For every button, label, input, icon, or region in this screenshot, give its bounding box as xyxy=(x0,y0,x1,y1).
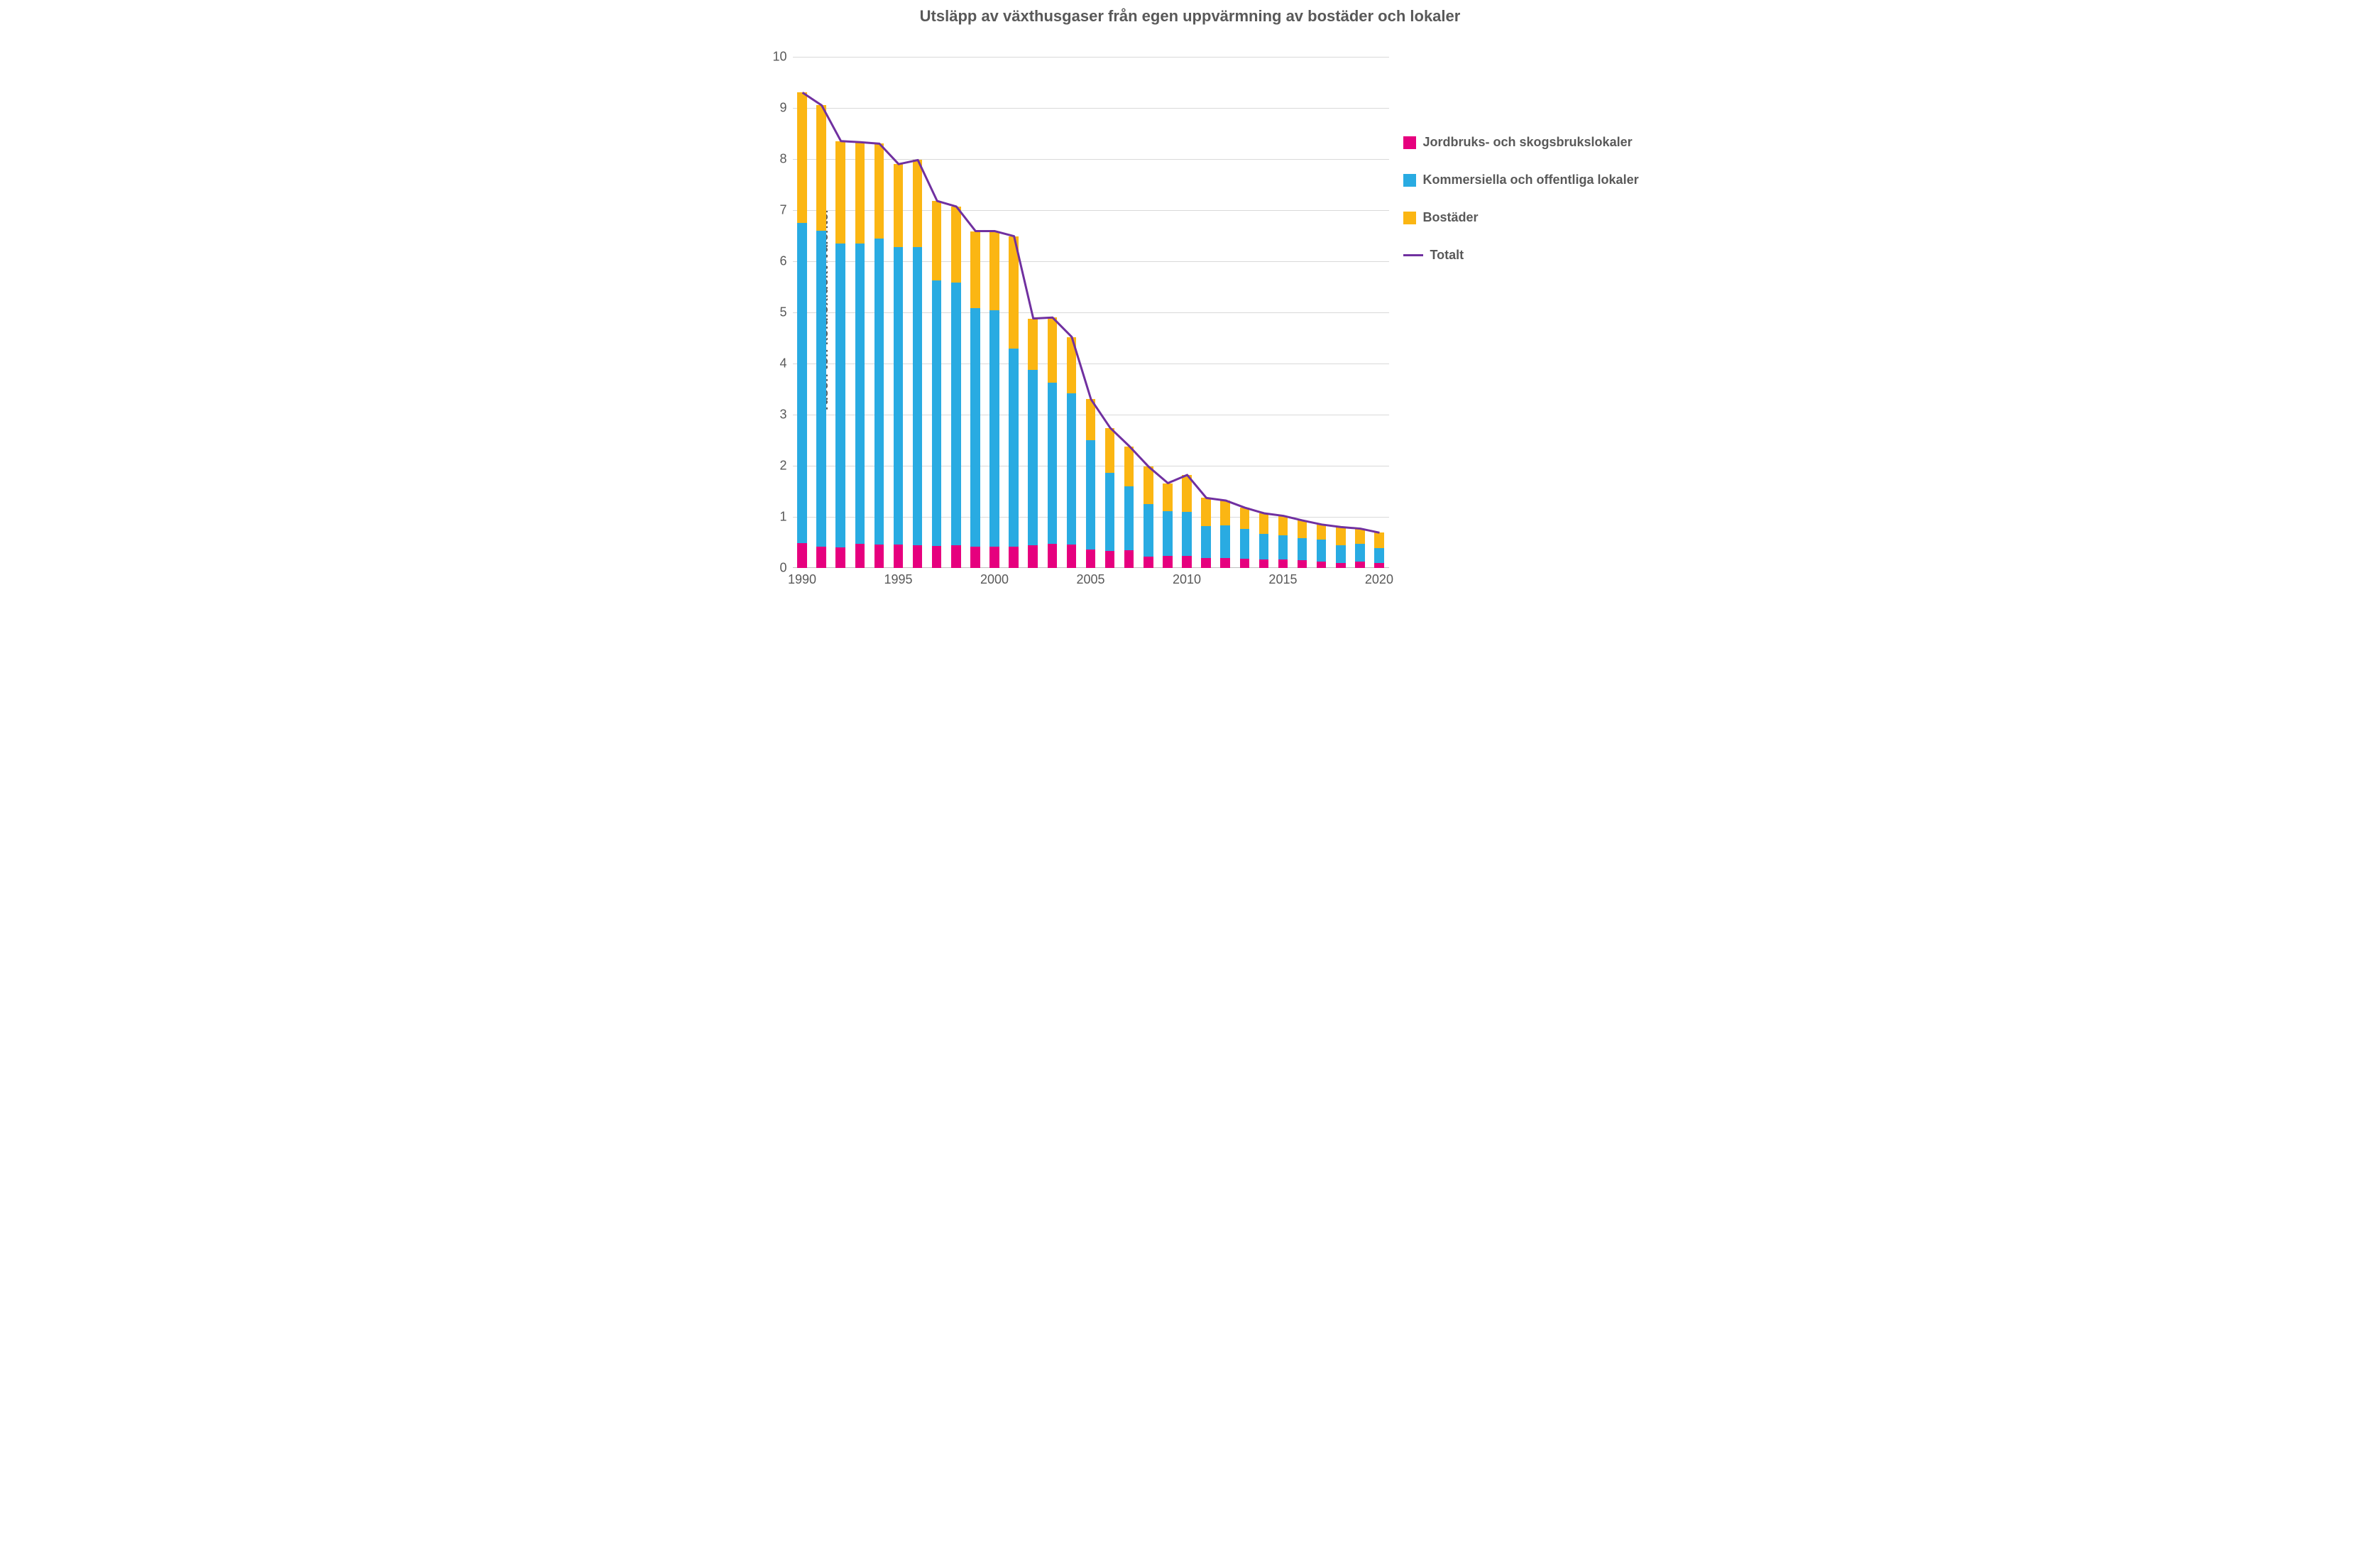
x-tick-label: 2010 xyxy=(1173,572,1201,587)
y-tick-label: 3 xyxy=(779,408,786,422)
y-tick-label: 9 xyxy=(779,101,786,116)
chart-title: Utsläpp av växthusgaser från egen uppvär… xyxy=(715,7,1666,26)
legend-label: Bostäder xyxy=(1423,210,1479,225)
y-tick-label: 2 xyxy=(779,459,786,474)
total-line xyxy=(802,92,1379,532)
chart-container: Utsläpp av växthusgaser från egen uppvär… xyxy=(715,0,1666,621)
x-tick-label: 2000 xyxy=(980,572,1009,587)
legend-item-total: Totalt xyxy=(1403,248,1659,263)
legend-swatch xyxy=(1403,212,1416,224)
legend-line-swatch xyxy=(1403,254,1423,256)
legend-item-kommersiella: Kommersiella och offentliga lokaler xyxy=(1403,173,1659,187)
y-tick-label: 4 xyxy=(779,356,786,371)
y-tick-label: 10 xyxy=(772,50,786,65)
y-tick-label: 8 xyxy=(779,152,786,167)
y-tick-label: 5 xyxy=(779,305,786,320)
x-tick-label: 2015 xyxy=(1268,572,1297,587)
x-tick-label: 1995 xyxy=(884,572,913,587)
x-tick-label: 2005 xyxy=(1076,572,1104,587)
legend-swatch xyxy=(1403,136,1416,149)
legend-label: Totalt xyxy=(1430,248,1464,263)
legend-item-jordbruk: Jordbruks- och skogsbrukslokaler xyxy=(1403,135,1659,150)
legend-swatch xyxy=(1403,174,1416,187)
y-tick-label: 0 xyxy=(779,561,786,576)
x-tick-label: 2020 xyxy=(1365,572,1393,587)
y-tick-label: 7 xyxy=(779,203,786,218)
y-tick-label: 6 xyxy=(779,254,786,269)
legend: Jordbruks- och skogsbrukslokaler Kommersi… xyxy=(1403,135,1659,285)
legend-label: Kommersiella och offentliga lokaler xyxy=(1423,173,1639,187)
y-tick-label: 1 xyxy=(779,510,786,525)
x-tick-label: 1990 xyxy=(788,572,816,587)
total-line-layer xyxy=(793,57,1389,568)
legend-label: Jordbruks- och skogsbrukslokaler xyxy=(1423,135,1633,150)
plot-area: 0123456789101990199520002005201020152020 xyxy=(793,57,1389,568)
legend-item-bostader: Bostäder xyxy=(1403,210,1659,225)
